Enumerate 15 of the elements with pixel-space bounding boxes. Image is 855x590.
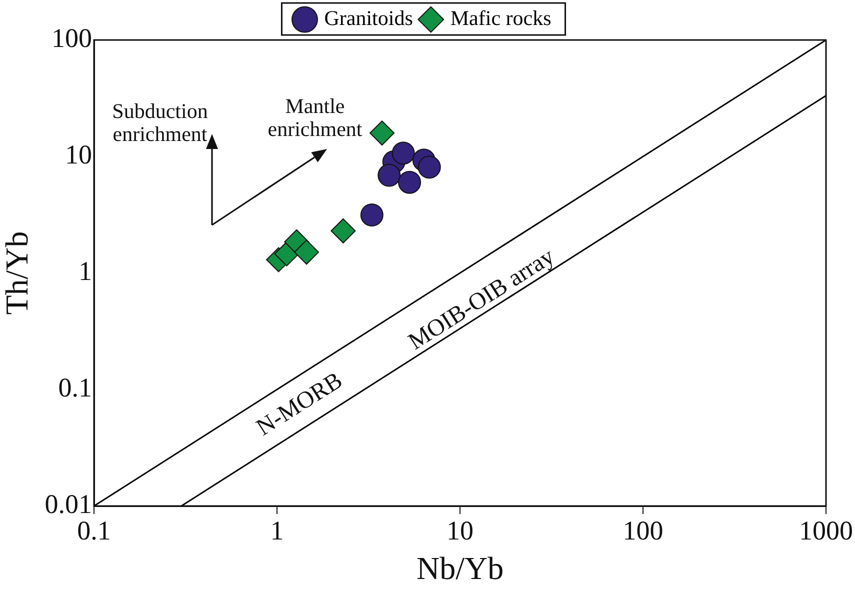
legend-label: Granitoids bbox=[324, 6, 413, 30]
y-tick-label: 0.01 bbox=[44, 489, 92, 520]
x-tick-label: 100 bbox=[622, 515, 664, 546]
x-tick-label: 1000 bbox=[799, 515, 853, 546]
y-tick-label: 100 bbox=[52, 23, 92, 54]
y-axis-title: Th/Yb bbox=[0, 231, 35, 315]
y-tick-label: 10 bbox=[65, 140, 92, 170]
annotation: Subduction enrichment bbox=[111, 99, 209, 146]
y-tick-label: 1 bbox=[78, 256, 92, 286]
x-axis-title: Nb/Yb bbox=[416, 550, 504, 586]
x-tick-label: 10 bbox=[446, 515, 474, 546]
x-tick-label: 1 bbox=[270, 515, 284, 546]
y-tick-label: 0.1 bbox=[58, 372, 92, 403]
annotation: Mantle enrichment bbox=[266, 94, 364, 141]
legend-label: Mafic rocks bbox=[450, 6, 552, 30]
